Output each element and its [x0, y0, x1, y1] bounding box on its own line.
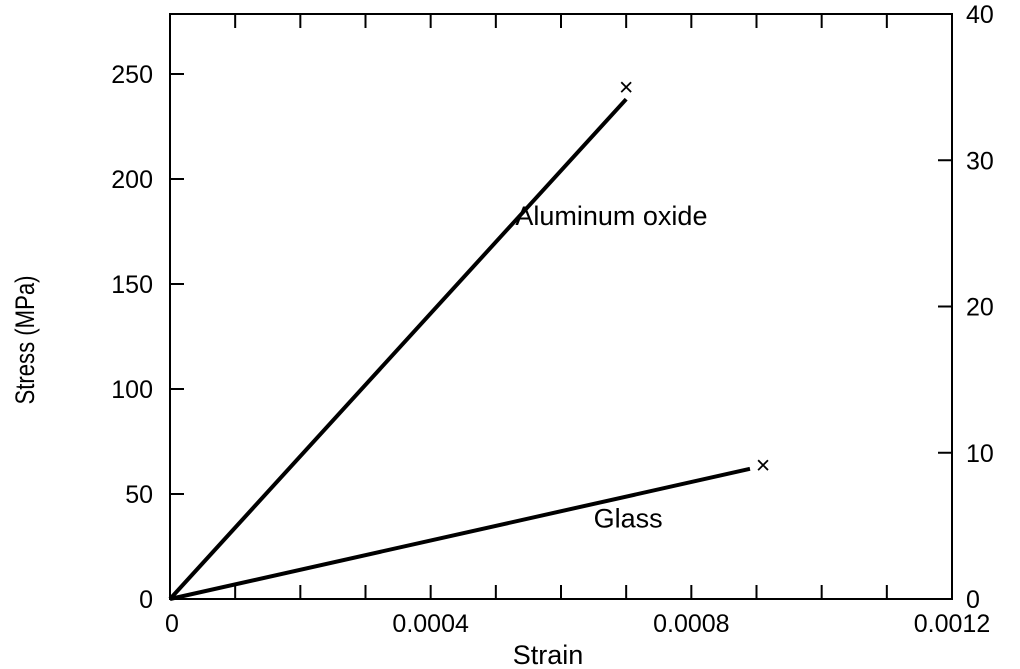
y-axis-title: Stress (MPa)	[11, 275, 41, 404]
y2-tick-label: 20	[966, 294, 994, 322]
x-tick-label: 0	[165, 610, 179, 638]
y-tick-label: 250	[111, 61, 153, 89]
y-tick-label: 150	[111, 271, 153, 299]
y2-tick-label: 30	[966, 147, 994, 175]
x-tick-label: 0.0012	[914, 610, 990, 638]
tick-labels: 0 0.0004 0.0008 0.0012050100150200250010203…	[111, 1, 994, 638]
y2-tick-label: 40	[966, 1, 994, 29]
series-lines	[168, 97, 751, 601]
y-tick-label: 200	[111, 166, 153, 194]
y-tick-label: 50	[125, 481, 153, 509]
x-axis-title: Strain	[513, 640, 584, 669]
aluminum-oxide-line	[168, 97, 628, 601]
y-tick-label: 100	[111, 376, 153, 404]
tick-marks	[170, 13, 952, 600]
fracture-markers: ××	[619, 74, 770, 480]
fracture-marker: ×	[756, 452, 771, 480]
y-tick-label: 0	[139, 586, 153, 614]
x-tick-label: 0.0008	[653, 610, 729, 638]
x-tick-label: 0.0004	[392, 610, 469, 638]
series-annotation: Glass	[594, 504, 663, 534]
annotations: Aluminum oxide Glass	[515, 201, 707, 533]
series-annotation: Aluminum oxide	[515, 201, 707, 231]
glass-line	[169, 466, 751, 601]
y2-tick-label: 10	[966, 440, 994, 468]
fracture-marker: ×	[619, 74, 634, 102]
y2-tick-label: 0	[966, 586, 980, 614]
